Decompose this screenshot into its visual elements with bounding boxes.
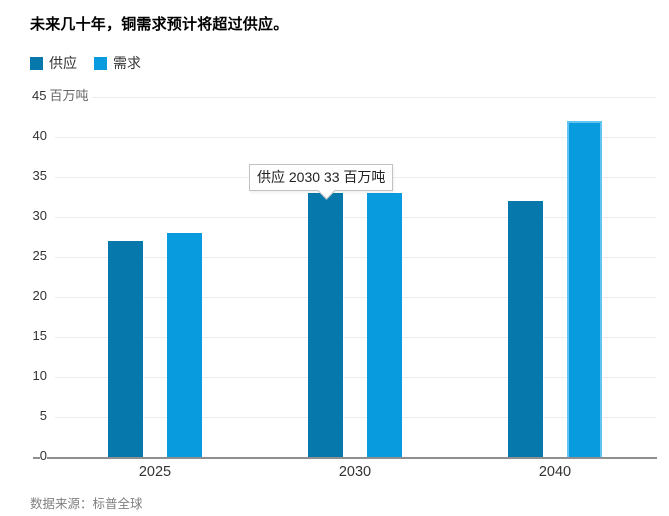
bar-demand-2025[interactable] <box>167 233 202 457</box>
bar-demand-2030[interactable] <box>367 193 402 457</box>
bar-supply-2040[interactable] <box>508 201 543 457</box>
bar-supply-2030[interactable] <box>308 193 343 457</box>
legend-item-supply: 供应 <box>30 53 77 73</box>
y-tick-30: 30 <box>32 208 47 224</box>
y-tick-35: 35 <box>32 168 47 184</box>
y-tick-15: 15 <box>32 328 47 344</box>
gridline <box>55 137 656 138</box>
gridline <box>55 417 656 418</box>
tooltip: 供应 2030 33 百万吨 <box>249 164 394 200</box>
x-axis-line <box>33 457 657 459</box>
y-tick-0: 0 <box>39 448 47 464</box>
legend-item-demand: 需求 <box>94 53 141 73</box>
y-tick-20: 20 <box>32 288 47 304</box>
y-tick-25: 25 <box>32 248 47 264</box>
chart-title: 未来几十年，铜需求预计将超过供应。 <box>30 16 289 33</box>
y-tick-5: 5 <box>39 408 47 424</box>
gridline <box>55 97 656 98</box>
gridline <box>55 217 656 218</box>
y-axis-unit: 百万吨 <box>49 88 89 103</box>
gridline <box>55 297 656 298</box>
y-tick-45: 45 百万吨 <box>32 88 93 104</box>
legend-swatch <box>30 56 43 70</box>
source-note: 数据来源：标普全球 <box>30 497 143 511</box>
x-tick-2040: 2040 <box>538 464 572 480</box>
y-tick-10: 10 <box>32 368 47 384</box>
y-tick-40: 40 <box>32 128 47 144</box>
tooltip-text: 供应 2030 33 百万吨 <box>257 169 386 185</box>
gridline <box>55 257 656 258</box>
gridline <box>55 337 656 338</box>
legend-label: 需求 <box>113 55 141 71</box>
gridline <box>55 377 656 378</box>
x-tick-2025: 2025 <box>138 464 172 480</box>
bar-demand-2040[interactable] <box>567 121 602 457</box>
legend-swatch <box>94 56 107 70</box>
legend: 供应 需求 <box>30 53 141 73</box>
x-tick-2030: 2030 <box>338 464 372 480</box>
bar-supply-2025[interactable] <box>108 241 143 457</box>
legend-label: 供应 <box>49 55 77 71</box>
